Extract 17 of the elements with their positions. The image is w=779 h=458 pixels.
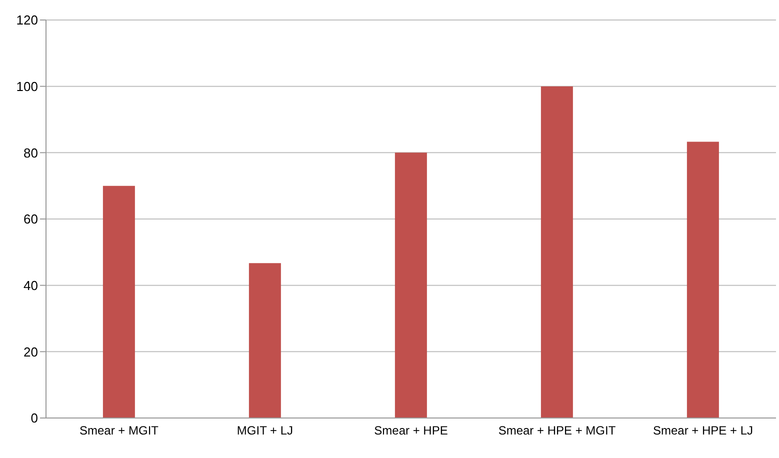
bar xyxy=(686,142,719,418)
x-tick-label: Smear + HPE xyxy=(374,424,448,438)
x-tick-label: MGIT + LJ xyxy=(236,424,294,438)
bar xyxy=(102,186,135,418)
y-tick-label: 120 xyxy=(16,12,38,28)
y-tick-label: 80 xyxy=(24,145,38,160)
x-tick-label: Smear + HPE + MGIT xyxy=(498,424,616,438)
bar xyxy=(248,263,281,418)
y-tick-label: 0 xyxy=(30,410,38,426)
y-tick-label: 100 xyxy=(16,78,38,94)
x-tick-label: Smear + HPE + LJ xyxy=(652,424,754,438)
y-tick-label: 20 xyxy=(24,344,38,360)
bar xyxy=(394,152,427,418)
y-tick-label: 40 xyxy=(24,278,38,293)
y-tick-label: 60 xyxy=(24,212,38,227)
bar xyxy=(540,86,573,418)
x-tick-label: Smear + MGIT xyxy=(79,424,160,438)
